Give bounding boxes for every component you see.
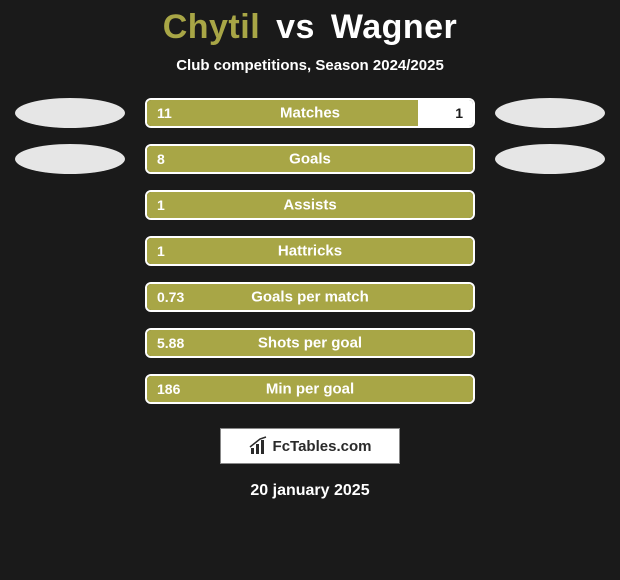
stat-bar: 0.73 Goals per match bbox=[145, 282, 475, 312]
stat-value-right: 1 bbox=[455, 105, 463, 121]
stat-row: 1 Hattricks bbox=[0, 236, 620, 266]
stat-label: Matches bbox=[280, 105, 340, 122]
stat-value-left: 1 bbox=[157, 197, 165, 213]
stat-value-left: 186 bbox=[157, 381, 180, 397]
stat-bar: 8 Goals bbox=[145, 144, 475, 174]
stat-bar: 186 Min per goal bbox=[145, 374, 475, 404]
fctables-logo[interactable]: FcTables.com bbox=[220, 428, 400, 464]
stat-row: 0.73 Goals per match bbox=[0, 282, 620, 312]
stat-bar: 5.88 Shots per goal bbox=[145, 328, 475, 358]
bar-chart-icon bbox=[249, 436, 269, 456]
player2-name: Wagner bbox=[331, 8, 457, 46]
stat-label: Goals bbox=[289, 151, 331, 168]
stats-container: 11 Matches 1 8 Goals 1 Assists 1 Hattricks 0.73 Go… bbox=[0, 98, 620, 404]
stat-bar: 1 Assists bbox=[145, 190, 475, 220]
stat-label: Shots per goal bbox=[258, 335, 362, 352]
stat-label: Hattricks bbox=[278, 243, 342, 260]
player1-avatar bbox=[15, 144, 125, 174]
stat-value-left: 5.88 bbox=[157, 335, 184, 351]
stat-value-left: 1 bbox=[157, 243, 165, 259]
stat-bar: 1 Hattricks bbox=[145, 236, 475, 266]
vs-text: vs bbox=[276, 8, 315, 46]
subtitle: Club competitions, Season 2024/2025 bbox=[176, 57, 444, 74]
logo-text: FcTables.com bbox=[273, 438, 372, 455]
date-text: 20 january 2025 bbox=[250, 482, 369, 500]
stat-row: 186 Min per goal bbox=[0, 374, 620, 404]
bar-segment-right bbox=[418, 100, 473, 126]
stat-row: 1 Assists bbox=[0, 190, 620, 220]
stat-label: Assists bbox=[283, 197, 336, 214]
comparison-title: Chytil vs Wagner bbox=[163, 8, 458, 47]
stat-value-left: 8 bbox=[157, 151, 165, 167]
player2-avatar bbox=[495, 144, 605, 174]
stat-value-left: 11 bbox=[157, 105, 172, 121]
stat-label: Goals per match bbox=[251, 289, 369, 306]
player1-avatar bbox=[15, 98, 125, 128]
stat-row: 11 Matches 1 bbox=[0, 98, 620, 128]
stat-bar: 11 Matches 1 bbox=[145, 98, 475, 128]
stat-row: 5.88 Shots per goal bbox=[0, 328, 620, 358]
player2-avatar bbox=[495, 98, 605, 128]
stat-value-left: 0.73 bbox=[157, 289, 184, 305]
player1-name: Chytil bbox=[163, 8, 260, 46]
stat-label: Min per goal bbox=[266, 381, 354, 398]
stat-row: 8 Goals bbox=[0, 144, 620, 174]
